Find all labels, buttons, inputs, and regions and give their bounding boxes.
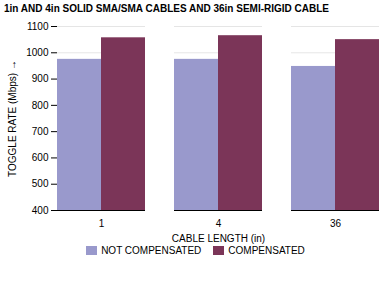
svg-text:700: 700: [32, 126, 49, 137]
svg-text:4: 4: [216, 218, 222, 229]
svg-text:800: 800: [32, 100, 49, 111]
svg-text:1100: 1100: [27, 21, 49, 32]
html-text:COMPENSATED: COMPENSATED: [228, 245, 305, 256]
svg-text:CABLE LENGTH (in): CABLE LENGTH (in): [172, 233, 265, 244]
svg-text:500: 500: [32, 178, 49, 189]
svg-text:900: 900: [32, 73, 49, 84]
svg-text:36: 36: [330, 218, 342, 229]
svg-text:1: 1: [99, 218, 105, 229]
svg-text:TOGGLE RATE (Mbps) →: TOGGLE RATE (Mbps) →: [7, 60, 18, 177]
html-text:NOT COMPENSATED: NOT COMPENSATED: [101, 245, 202, 256]
html-text:1in AND 4in SOLID SMA/SMA CABL: 1in AND 4in SOLID SMA/SMA CABLES AND 36i…: [4, 3, 329, 14]
svg-text:400: 400: [32, 205, 49, 216]
svg-text:600: 600: [32, 152, 49, 163]
svg-text:1000: 1000: [26, 47, 49, 58]
